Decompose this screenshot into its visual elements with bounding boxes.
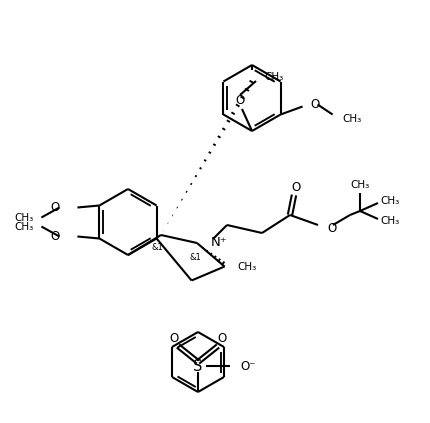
Text: N⁺: N⁺ (211, 236, 227, 248)
Text: O: O (292, 181, 301, 193)
Text: CH₃: CH₃ (350, 180, 370, 190)
Text: O: O (169, 332, 178, 344)
Text: O: O (327, 222, 336, 234)
Text: &1: &1 (189, 253, 201, 261)
Text: CH₃: CH₃ (343, 113, 362, 124)
Text: O: O (218, 332, 227, 344)
Text: O⁻: O⁻ (240, 360, 255, 373)
Text: &1: &1 (151, 242, 163, 252)
Text: CH₃: CH₃ (381, 216, 399, 226)
Text: CH₃: CH₃ (237, 262, 256, 272)
Text: CH₃: CH₃ (14, 222, 34, 231)
Text: CH₃: CH₃ (14, 212, 34, 222)
Text: O: O (310, 98, 320, 111)
Text: O: O (50, 201, 59, 214)
Text: O: O (235, 93, 245, 107)
Text: O: O (50, 230, 59, 243)
Text: S: S (194, 359, 203, 374)
Text: CH₃: CH₃ (381, 196, 399, 206)
Text: CH₃: CH₃ (264, 72, 283, 82)
